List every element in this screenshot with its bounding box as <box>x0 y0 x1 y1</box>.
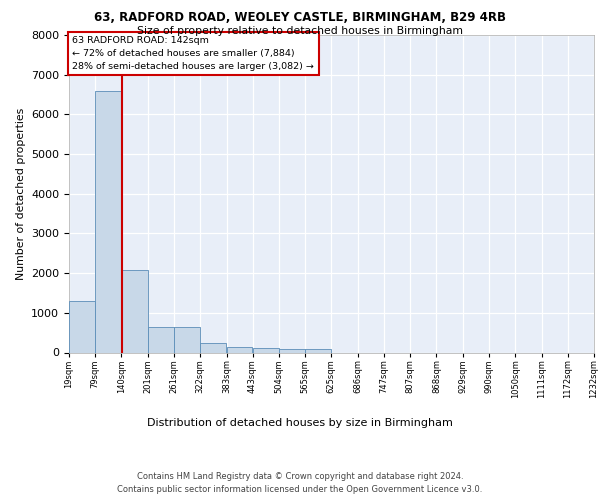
Text: Distribution of detached houses by size in Birmingham: Distribution of detached houses by size … <box>147 418 453 428</box>
Text: Size of property relative to detached houses in Birmingham: Size of property relative to detached ho… <box>137 26 463 36</box>
Bar <box>148 326 173 352</box>
Bar <box>174 326 200 352</box>
Bar <box>227 348 253 352</box>
Bar <box>200 342 226 352</box>
Bar <box>305 350 331 352</box>
Text: 63, RADFORD ROAD, WEOLEY CASTLE, BIRMINGHAM, B29 4RB: 63, RADFORD ROAD, WEOLEY CASTLE, BIRMING… <box>94 11 506 24</box>
Y-axis label: Number of detached properties: Number of detached properties <box>16 108 26 280</box>
Text: Contains HM Land Registry data © Crown copyright and database right 2024.
Contai: Contains HM Land Registry data © Crown c… <box>118 472 482 494</box>
Bar <box>122 270 148 352</box>
Bar <box>95 92 121 352</box>
Bar <box>253 348 279 352</box>
Bar <box>69 300 95 352</box>
Text: 63 RADFORD ROAD: 142sqm
← 72% of detached houses are smaller (7,884)
28% of semi: 63 RADFORD ROAD: 142sqm ← 72% of detache… <box>73 36 314 71</box>
Bar <box>279 350 305 352</box>
